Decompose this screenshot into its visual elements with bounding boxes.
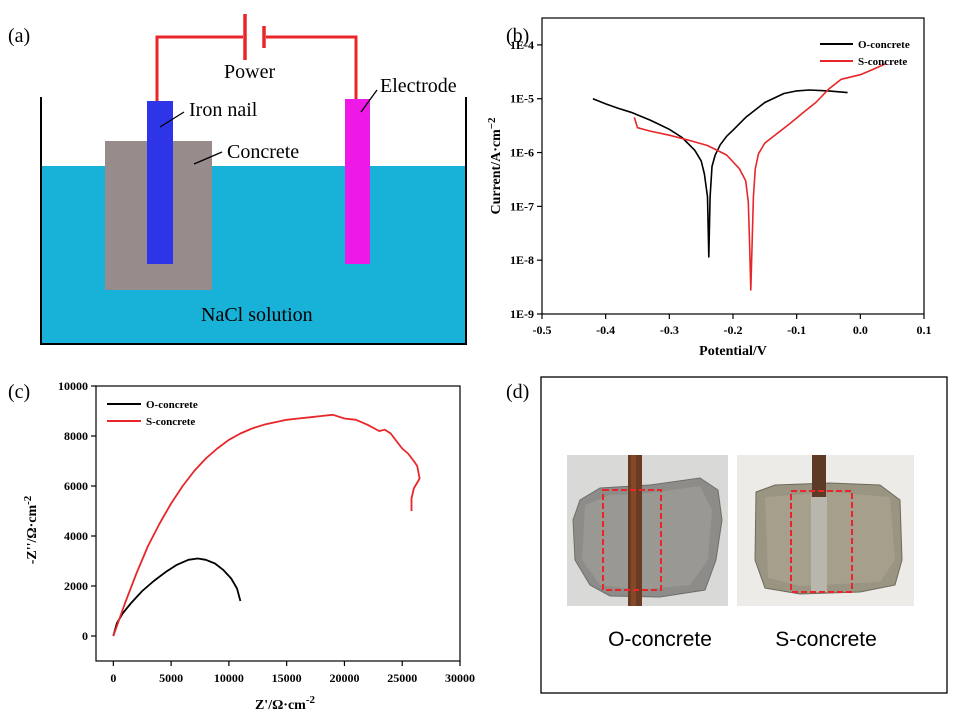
chart-c-xtick-label: 25000 — [387, 671, 417, 685]
chart-c-xlabel: Z'/Ω·cm-2 — [255, 694, 316, 713]
chart-b-xtick-label: 0.1 — [917, 323, 932, 337]
electrode-label: Electrode — [380, 75, 457, 97]
photo-s-concrete — [737, 455, 914, 606]
chart-b-legend-label-s: S-concrete — [858, 56, 907, 68]
chart-b-ylabel: Current/A·cm−2 — [486, 117, 504, 215]
photo-o-concrete — [567, 455, 728, 606]
chart-b-xtick-label: -0.2 — [724, 323, 743, 337]
power-label: Power — [224, 61, 275, 83]
chart-b-ytick-label: 1E-8 — [510, 253, 534, 267]
photo-s-concrete-caption: S-concrete — [775, 628, 877, 651]
chart-c-frame — [95, 385, 461, 662]
chart-c-xtick-label: 10000 — [214, 671, 244, 685]
panel-b: (b) -0.5 -0.4 -0.3 -0.2 -0.1 0.0 0.1 1E-9 1E-8 1… — [486, 17, 932, 359]
chart-b-xtick-label: 0.0 — [853, 323, 868, 337]
chart-c-xtick-label: 15000 — [272, 671, 302, 685]
chart-c-ytick-label: 2000 — [64, 579, 88, 593]
chart-c-ytick-label: 4000 — [64, 529, 88, 543]
panel-a-label: (a) — [8, 25, 30, 47]
chart-c-xtick-label: 5000 — [159, 671, 183, 685]
photo-o-concrete-caption: O-concrete — [608, 628, 712, 651]
chart-c-ylabel: -Z''/Ω·cm-2 — [22, 495, 40, 564]
chart-b-ytick-label: 1E-9 — [510, 307, 534, 321]
chart-c-series-o-concrete — [112, 557, 242, 637]
chart-c-xlabel-sup: -2 — [306, 694, 316, 706]
electrode — [345, 99, 370, 264]
chart-c-xlabel-text: Z'/Ω·cm — [255, 698, 306, 713]
iron-nail — [147, 101, 173, 264]
chart-b-ytick-label: 1E-5 — [510, 92, 534, 106]
chart-b-xtick-label: -0.4 — [596, 323, 615, 337]
panel-d: (d) O-concrete S-concrete — [506, 376, 948, 694]
panel-d-label: (d) — [506, 381, 529, 403]
wire-right — [266, 35, 358, 99]
chart-c-ytick-label: 10000 — [58, 379, 88, 393]
chart-b-legend-label-o: O-concrete — [858, 39, 910, 51]
chart-b-ytick-label: 1E-7 — [510, 199, 534, 213]
chart-b-ylabel-sup: −2 — [486, 117, 498, 129]
chart-b-ytick-label: 1E-6 — [510, 146, 534, 160]
chart-c-xtick-label: 30000 — [445, 671, 475, 685]
chart-c-ylabel-sup: -2 — [22, 495, 34, 505]
chart-c-ytick-label: 8000 — [64, 429, 88, 443]
chart-b-ylabel-text: Current/A·cm — [489, 129, 504, 215]
beaker — [40, 97, 467, 345]
chart-c-ylabel-text: -Z''/Ω·cm — [25, 505, 40, 565]
chart-c-ytick-label: 6000 — [64, 479, 88, 493]
electrode-leader — [360, 89, 378, 113]
panel-c: (c) 0 5000 10000 15000 20000 25000 30000 0 2000… — [8, 379, 475, 713]
concrete-label: Concrete — [227, 141, 299, 163]
iron-nail-leader — [159, 111, 185, 128]
wire-left — [155, 35, 243, 101]
chart-b-xtick-label: -0.5 — [533, 323, 552, 337]
chart-c-xtick-label: 20000 — [329, 671, 359, 685]
chart-b-series-o-concrete — [592, 89, 848, 258]
panel-d-frame — [540, 376, 948, 694]
iron-nail-label: Iron nail — [189, 99, 258, 121]
chart-c-series-s-concrete — [112, 413, 421, 637]
chart-c-xtick-label: 0 — [110, 671, 116, 685]
panel-c-label: (c) — [8, 381, 30, 403]
chart-b-series-s-concrete — [633, 62, 887, 291]
concrete-leader — [193, 151, 223, 165]
chart-c-legend-label-s: S-concrete — [146, 416, 195, 428]
chart-b-ytick-label: 1E-4 — [510, 38, 534, 52]
chart-b-xtick-label: -0.3 — [660, 323, 679, 337]
nacl-solution-label: NaCl solution — [201, 304, 313, 326]
panel-b-label: (b) — [506, 25, 529, 47]
chart-b-xlabel: Potential/V — [699, 344, 767, 359]
chart-c-ytick-label: 0 — [82, 629, 88, 643]
panel-a: (a) Power Iron nail Concrete Electrode N… — [8, 14, 467, 345]
chart-b-xtick-label: -0.1 — [787, 323, 806, 337]
chart-c-legend-label-o: O-concrete — [146, 399, 198, 411]
